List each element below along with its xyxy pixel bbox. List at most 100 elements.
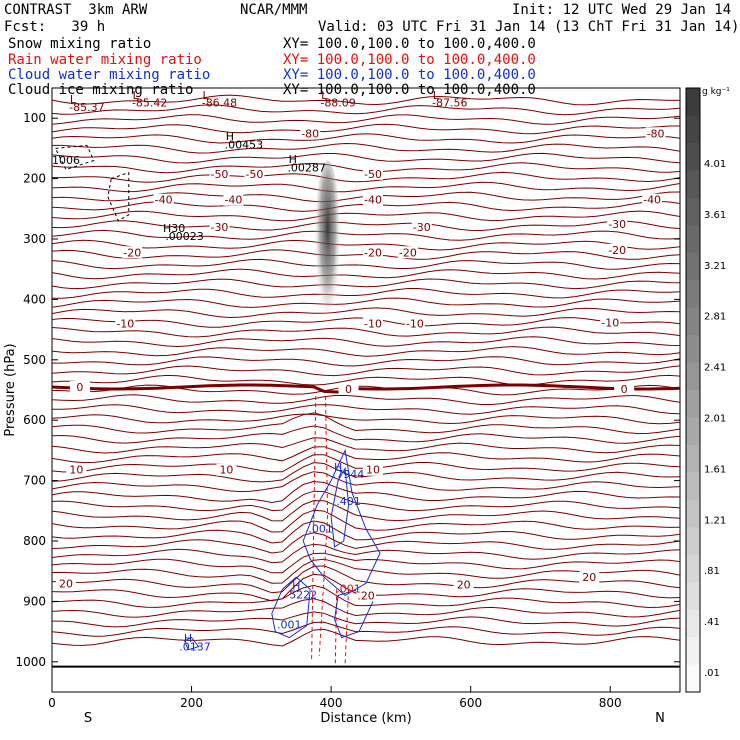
y-tick-label: 200 bbox=[23, 172, 46, 186]
colorbar-segment bbox=[686, 307, 700, 336]
extremum-label: H bbox=[334, 461, 342, 474]
colorbar-segment bbox=[686, 115, 700, 144]
colorbar-tick-label: 1.21 bbox=[704, 515, 726, 526]
rain-contour bbox=[334, 589, 350, 665]
extremum-label: .001 bbox=[336, 582, 361, 595]
colorbar-tick-label: 3.61 bbox=[704, 210, 726, 221]
contour-label-bg bbox=[153, 193, 174, 206]
temp-contour-line bbox=[51, 520, 681, 544]
temp-contour-line bbox=[51, 268, 681, 280]
temp-contour-line bbox=[51, 229, 681, 241]
contour-label-bg bbox=[216, 463, 237, 476]
colorbar-segment bbox=[686, 499, 700, 528]
temp-contour-line bbox=[51, 336, 681, 348]
colorbar-segment bbox=[686, 252, 700, 281]
temperature-contour-label: -50 bbox=[245, 168, 263, 181]
field-name-cloud-water: Cloud water mixing ratio bbox=[8, 67, 211, 83]
y-tick-label: 400 bbox=[23, 292, 46, 306]
forecast-hour: Fcst: 39 h bbox=[4, 19, 106, 35]
temperature-contour-label: -30 bbox=[608, 218, 626, 231]
extremum-label: .00453 bbox=[225, 138, 264, 151]
colorbar-tick-label: .01 bbox=[704, 668, 720, 679]
temp-contour-line bbox=[51, 297, 681, 308]
temp-contour-line bbox=[51, 181, 681, 193]
colorbar-segment bbox=[686, 142, 700, 171]
temperature-contour-label: -40 bbox=[643, 194, 661, 207]
south-end-label: S bbox=[84, 711, 92, 726]
colorbar-segment bbox=[686, 444, 700, 473]
colorbar: 4.01 3.61 3.21 2.81 2.41 2.01 1.61 1.21 .81 .41 .0… bbox=[685, 87, 730, 693]
y-axis-title: Pressure (hPa) bbox=[3, 343, 18, 436]
contour-label-bg bbox=[244, 167, 265, 180]
colorbar-segment bbox=[686, 170, 700, 199]
temp-contour-line bbox=[51, 543, 681, 564]
contour-label-bg bbox=[642, 193, 663, 206]
cloud-water-contour bbox=[302, 448, 381, 597]
y-tick-label: 800 bbox=[23, 534, 46, 548]
temperature-contour-label: 0 bbox=[345, 383, 352, 396]
temp-contour-line bbox=[51, 220, 681, 232]
y-tick-label: 600 bbox=[23, 413, 46, 427]
temp-contour-line bbox=[51, 374, 681, 386]
temp-contour-line bbox=[51, 258, 681, 270]
extremum-label: H bbox=[289, 153, 297, 166]
x-tick-label: 600 bbox=[459, 696, 482, 710]
temp-contour-line bbox=[51, 558, 681, 584]
temp-contour-line bbox=[52, 611, 681, 628]
colorbar-tick-label: 2.81 bbox=[704, 312, 726, 323]
extremum-label: L bbox=[202, 89, 209, 102]
temperature-contour-label: -20 bbox=[364, 246, 382, 259]
contour-label-bg bbox=[362, 167, 383, 180]
field-name-cloud-ice: Cloud ice mixing ratio bbox=[8, 82, 194, 98]
contour-label-bg bbox=[607, 217, 628, 230]
temp-contour-line bbox=[52, 356, 681, 367]
temperature-contour-label: -30 bbox=[413, 221, 431, 234]
contour-label-bg bbox=[223, 193, 244, 206]
temperature-contour-label: -80 bbox=[647, 127, 665, 140]
temperature-contour-label: 0 bbox=[76, 381, 83, 394]
temperature-contour-label: 20 bbox=[582, 571, 596, 584]
extremum-label: H bbox=[184, 632, 192, 645]
north-end-label: N bbox=[655, 711, 665, 726]
contour-label-bg bbox=[115, 317, 136, 330]
temp-contour-line bbox=[51, 133, 681, 144]
extremum-label: H30 bbox=[163, 222, 185, 235]
plot-frame bbox=[51, 87, 681, 693]
contour-label-bg bbox=[453, 578, 474, 591]
colorbar-segment bbox=[686, 554, 700, 583]
temperature-contour-label: -40 bbox=[224, 194, 242, 207]
field-xy-cloud-ice: XY= 100.0,100.0 to 100.0,400.0 bbox=[283, 82, 536, 98]
contour-label-bg bbox=[362, 463, 383, 476]
temp-contour-line bbox=[51, 480, 681, 504]
colorbar-segment bbox=[686, 609, 700, 638]
temperature-contour-label: -30 bbox=[210, 221, 228, 234]
colorbar-segment bbox=[686, 88, 700, 116]
temp-contour-line bbox=[51, 278, 681, 290]
extremum-label: 1006 bbox=[52, 154, 80, 167]
extremum-label: L bbox=[321, 89, 328, 102]
contour-label-bg bbox=[579, 571, 600, 584]
extremum-label: .001 bbox=[308, 523, 333, 536]
temperature-contour-label: -10 bbox=[116, 318, 134, 331]
y-tick-label: 700 bbox=[23, 474, 46, 488]
contour-label-bg bbox=[69, 380, 90, 393]
temperature-contour-label: -20 bbox=[608, 244, 626, 257]
temp-contour-line bbox=[51, 552, 681, 574]
y-tick-label: 300 bbox=[23, 232, 46, 246]
y-tick-label: 100 bbox=[23, 111, 46, 125]
temperature-contour-label: -20 bbox=[123, 246, 141, 259]
temp-contour-line bbox=[51, 210, 681, 222]
colorbar-segment bbox=[686, 664, 700, 693]
temp-contour-line bbox=[51, 565, 681, 594]
temp-contour-line bbox=[51, 437, 681, 454]
colorbar-segment bbox=[686, 362, 700, 391]
extremum-label: H bbox=[292, 579, 300, 592]
temp-contour-line bbox=[51, 94, 681, 106]
temperature-contour-label: -10 bbox=[601, 316, 619, 329]
extremum-label: -87.56 bbox=[432, 97, 467, 110]
colorbar-segment bbox=[686, 472, 700, 501]
colorbar-unit-label: g kg⁻¹ bbox=[702, 87, 730, 97]
y-tick-label: 1000 bbox=[15, 655, 46, 669]
cloud-water-contour bbox=[334, 588, 374, 639]
temperature-contour-label: 10 bbox=[69, 464, 83, 477]
